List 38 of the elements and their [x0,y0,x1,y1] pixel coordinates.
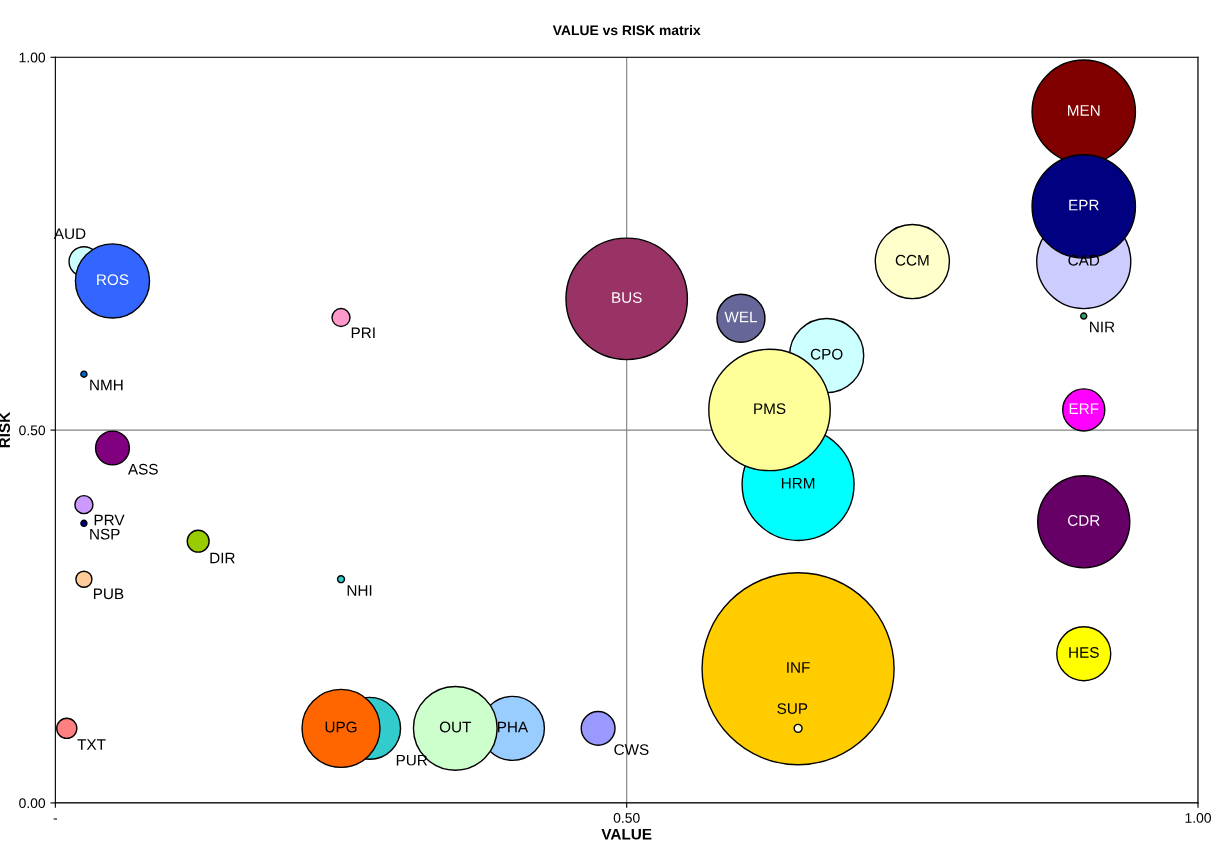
annotation: CWS [614,744,649,756]
annotation: DIR [210,552,235,564]
annotation: ERF [1069,403,1099,414]
y-tick-label: 1.00 [19,52,46,63]
annotation: ASS [127,463,158,475]
annotation: PUB [93,588,124,600]
chart-title: VALUE vs RISK matrix [552,25,701,36]
annotation: SUP [777,703,808,715]
x-tick-label: - [53,818,58,820]
annotation: PMS [754,403,786,415]
annotation: EPR [1069,199,1099,211]
annotation: OUT [439,721,472,733]
x-tick-label: 1.00 [1185,812,1211,823]
y-axis-title: RISK [0,411,11,448]
annotation: CPO [810,348,843,360]
annotation: PHA [497,721,529,733]
annotation: NIR [1090,321,1115,333]
annotation: CDR [1067,515,1100,526]
annotation: HES [1069,647,1099,658]
annotation: NMH [90,379,123,391]
x-axis-title: VALUE [601,828,652,840]
annotation: PUR [396,754,428,766]
annotation: TXT [77,739,106,750]
annotation: HRM [781,477,815,489]
y-tick-label: 0.50 [19,425,46,436]
annotation: PRI [351,327,375,339]
annotation: CCM [895,254,929,266]
annotation: INF [787,662,810,673]
annotation: PRV [94,514,125,526]
annotation: MEN [1068,105,1100,116]
annotation: BUS [612,292,642,303]
x-tick-label: 0.50 [613,812,640,823]
annotation: ROS [97,274,129,286]
annotation: NSP [90,528,120,540]
annotation: UPG [325,721,357,733]
y-tick-label: 0.00 [19,798,46,809]
annotation: NHI [347,585,372,596]
annotation: WEL [724,311,757,323]
